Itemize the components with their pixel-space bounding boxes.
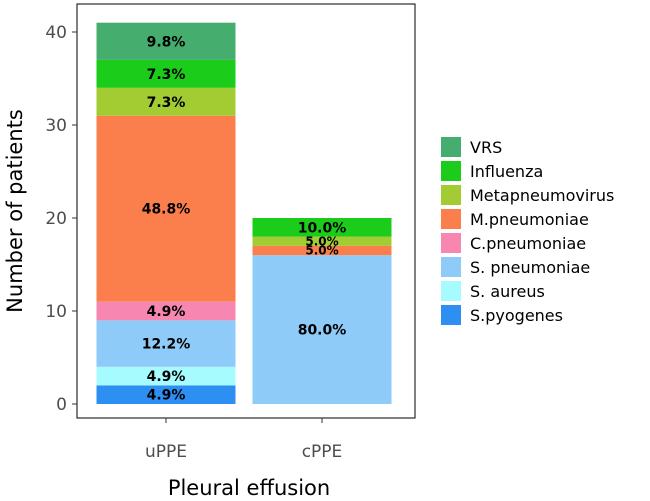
legend-swatch <box>441 281 461 301</box>
bar-segment-uppe-s-pneumoniae <box>96 320 236 367</box>
legend: VRS Influenza Metapneumovirus M.pneumoniae C… <box>441 137 614 325</box>
legend-swatch <box>441 137 461 157</box>
percent-label: 4.9% <box>147 388 186 404</box>
percent-label: 48.8% <box>142 202 191 218</box>
legend-swatch <box>441 305 461 325</box>
bar-segment-uppe-s-aureus <box>96 366 236 386</box>
legend-swatch <box>441 233 461 253</box>
percent-label: 10.0% <box>298 220 347 236</box>
bar-segment-uppe-c-pneumoniae <box>96 301 236 321</box>
legend-label: S. pneumoniae <box>470 258 590 277</box>
legend-label: Influenza <box>470 162 543 181</box>
percent-label: 5.0% <box>305 234 338 248</box>
bars-layer <box>96 22 392 404</box>
bar-segment-cppe-s-pneumoniae <box>252 255 392 404</box>
legend-label: VRS <box>470 138 502 157</box>
percent-label: 7.3% <box>147 67 186 83</box>
legend-label: S.pyogenes <box>470 306 563 325</box>
percent-label: 9.8% <box>147 34 186 50</box>
x-tick-label-uppe: uPPE <box>145 442 187 462</box>
legend-swatch <box>441 257 461 277</box>
y-axis: 0 10 20 30 40 <box>45 23 77 415</box>
percent-label: 4.9% <box>147 304 186 320</box>
legend-swatch <box>441 209 461 229</box>
percent-label: 4.9% <box>147 369 186 385</box>
y-tick-label: 20 <box>45 209 67 229</box>
bar-segment-uppe-m-pneumoniae <box>96 115 236 302</box>
bar-segment-cppe-influenza <box>252 218 392 237</box>
bar-segment-uppe-s-pyogenes <box>96 385 236 404</box>
legend-label: M.pneumoniae <box>470 210 589 229</box>
legend-label: Metapneumovirus <box>470 186 614 205</box>
bar-segment-uppe-vrs <box>96 22 236 60</box>
legend-swatch <box>441 185 461 205</box>
y-tick-label: 0 <box>56 395 67 415</box>
legend-swatch <box>441 161 461 181</box>
bar-segment-cppe-m-pneumoniae <box>252 245 392 256</box>
percentage-labels: 4.9% 4.9% 12.2% 4.9% 48.8% 7.3% 7.3% 9.8% 80.0% 5… <box>142 34 347 403</box>
x-tick-label-cppe: cPPE <box>302 442 343 462</box>
x-axis-title: Pleural effusion <box>168 476 330 500</box>
legend-label: S. aureus <box>470 282 545 301</box>
y-tick-label: 40 <box>45 23 67 43</box>
y-axis-title: Number of patients <box>3 109 27 313</box>
bar-segment-uppe-influenza <box>96 59 236 88</box>
plot-panel-border <box>76 3 416 419</box>
x-axis: uPPE cPPE <box>145 418 342 462</box>
bar-segment-uppe-metapneumovirus <box>96 87 236 116</box>
percent-label: 5.0% <box>305 244 338 258</box>
percent-label: 80.0% <box>298 323 347 339</box>
bar-segment-cppe-metapneumovirus <box>252 236 392 246</box>
percent-label: 12.2% <box>142 337 191 353</box>
y-tick-label: 10 <box>45 302 67 322</box>
percent-label: 7.3% <box>147 95 186 111</box>
legend-label: C.pneumoniae <box>470 234 586 253</box>
y-tick-label: 30 <box>45 116 67 136</box>
